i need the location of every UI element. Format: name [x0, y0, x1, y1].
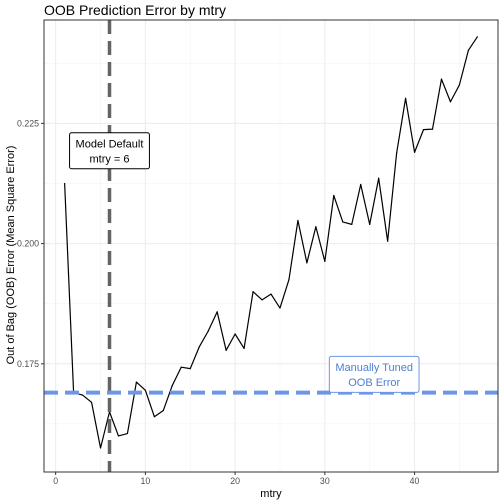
- data-point: [297, 219, 299, 222]
- x-axis-label: mtry: [260, 488, 282, 500]
- data-point: [216, 311, 218, 313]
- data-point: [144, 389, 146, 391]
- data-point: [422, 129, 425, 131]
- data-point: [342, 221, 344, 223]
- major-gridlines: [44, 20, 498, 472]
- data-point: [117, 435, 120, 437]
- data-point: [306, 262, 308, 264]
- annotation-text: mtry = 6: [89, 153, 129, 165]
- model-default-annotation: Model Default mtry = 6: [69, 132, 150, 170]
- data-point: [180, 366, 182, 368]
- data-point: [387, 240, 389, 242]
- data-point: [440, 78, 443, 80]
- x-tick-label: 0: [53, 476, 58, 486]
- data-point: [198, 346, 200, 348]
- data-point: [404, 97, 407, 99]
- data-point: [162, 409, 164, 412]
- annotation-text: Manually Tuned: [335, 362, 413, 374]
- y-tick-label: 0.225: [17, 118, 39, 128]
- data-point: [99, 447, 102, 449]
- x-tick-label: 30: [320, 476, 330, 486]
- data-point: [288, 279, 290, 281]
- data-point: [476, 36, 478, 38]
- x-tick-label: 10: [140, 476, 150, 486]
- data-point: [64, 182, 66, 185]
- data-point: [90, 401, 93, 403]
- data-point: [261, 299, 263, 301]
- data-point: [189, 368, 191, 370]
- data-point: [243, 347, 245, 350]
- series-layer: [64, 36, 478, 449]
- annotation-box: [69, 132, 150, 170]
- data-point: [315, 226, 317, 228]
- annotation-text: Model Default: [76, 138, 144, 150]
- data-point: [171, 384, 173, 387]
- data-point: [153, 416, 155, 418]
- data-point: [449, 101, 452, 103]
- x-tick-label: 20: [230, 476, 240, 486]
- data-point: [413, 151, 416, 153]
- y-tick-label: 0.200: [17, 239, 39, 249]
- y-tick-label: 0.175: [17, 359, 39, 369]
- data-point: [369, 223, 371, 225]
- annotation-box: [328, 355, 420, 393]
- data-point: [81, 394, 84, 396]
- axis-ticks: 0 10 20 30 40 0.175 0.200 0.225: [17, 118, 420, 486]
- data-point: [234, 333, 236, 335]
- data-point: [135, 381, 138, 383]
- panel-border: [43, 19, 499, 473]
- data-point: [126, 432, 129, 435]
- data-point: [351, 223, 353, 225]
- data-point: [324, 260, 326, 262]
- annotation-text: OOB Error: [348, 377, 400, 389]
- data-point: [252, 291, 254, 293]
- data-point: [360, 183, 362, 186]
- data-point: [270, 293, 272, 295]
- data-point: [458, 84, 461, 86]
- y-axis-label: Out of Bag (OOB) Error (Mean Square Erro…: [5, 146, 17, 365]
- minor-gridlines: [44, 20, 498, 472]
- data-point: [396, 152, 398, 154]
- plot-panel: [44, 20, 498, 472]
- data-point: [225, 349, 227, 351]
- data-point: [467, 49, 469, 51]
- reference-lines: [44, 20, 498, 472]
- manually-tuned-annotation: Manually Tuned OOB Error: [328, 355, 420, 393]
- chart-title: OOB Prediction Error by mtry: [44, 2, 226, 18]
- data-point: [207, 330, 209, 332]
- data-point: [333, 194, 335, 197]
- data-point: [279, 307, 281, 309]
- annotations: Model Default mtry = 6 Manually Tuned OOB E…: [69, 132, 420, 393]
- data-point: [378, 177, 380, 179]
- data-point: [431, 128, 434, 130]
- x-tick-label: 40: [410, 476, 420, 486]
